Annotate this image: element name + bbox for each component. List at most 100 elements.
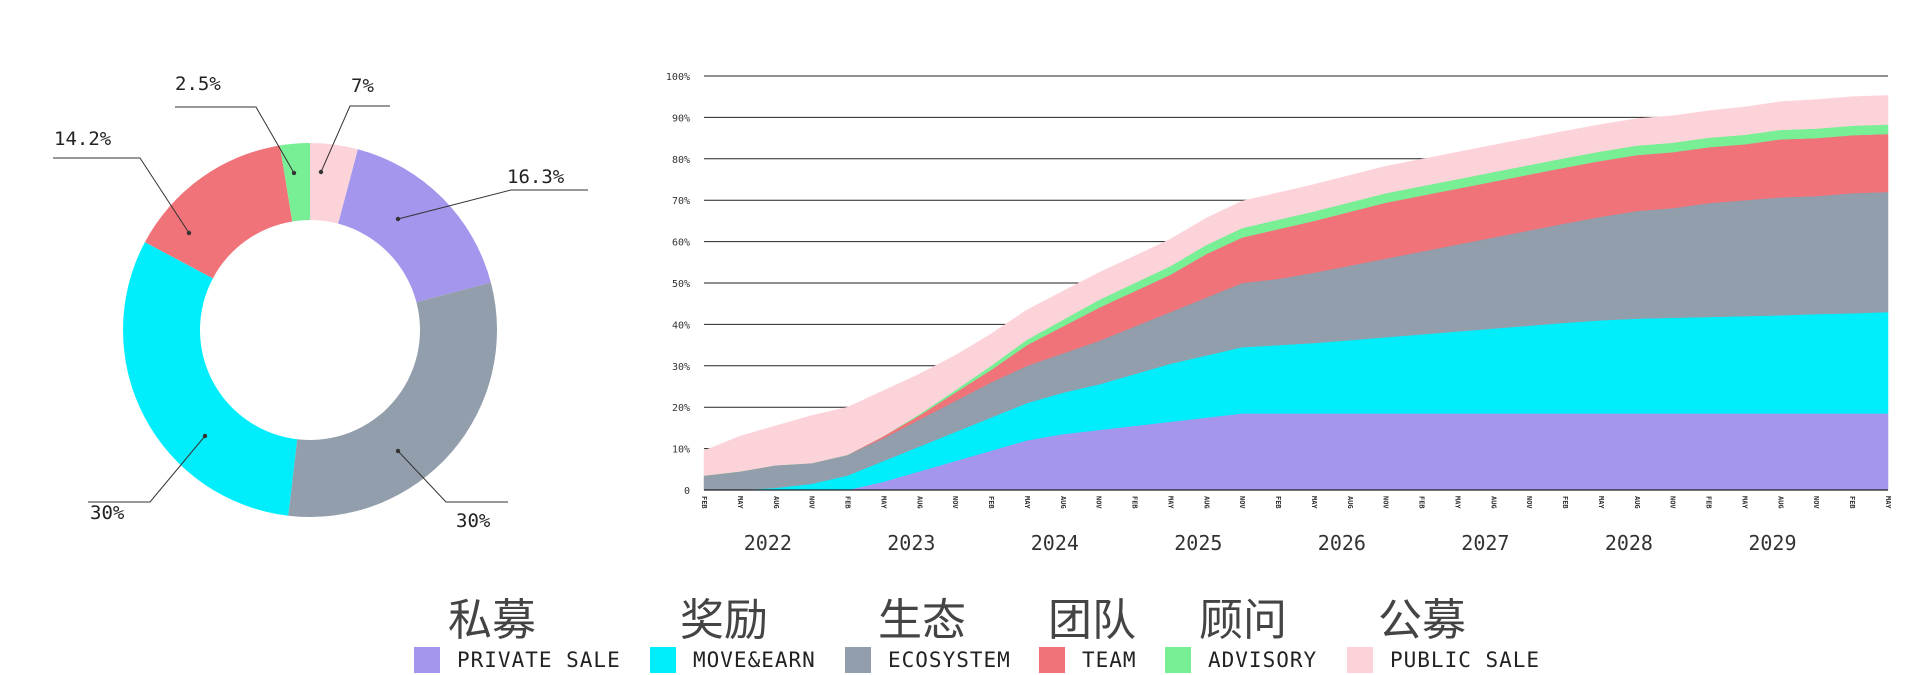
legend-label-advisory: ADVISORY (1208, 648, 1318, 672)
month-tick-label: NOV (1525, 496, 1533, 509)
month-tick-label: NOV (1669, 496, 1677, 509)
month-tick-label: AUG (1059, 496, 1067, 509)
legend-swatch-team (1039, 647, 1065, 673)
y-tick-label: 0 (684, 486, 690, 497)
year-label: 2027 (1461, 531, 1509, 555)
month-tick-label: MAY (1740, 496, 1748, 509)
donut-slice-advisory (279, 143, 310, 222)
callout-dot-private (395, 216, 401, 222)
legend-label-ecosystem: ECOSYSTEM (888, 648, 1011, 672)
month-tick-label: NOV (808, 496, 816, 509)
month-tick-label: NOV (1382, 496, 1390, 509)
y-tick-label: 70% (672, 196, 690, 207)
legend-label-team: TEAM (1082, 648, 1137, 672)
y-tick-label: 30% (672, 362, 690, 373)
callout-dot-move (202, 433, 208, 439)
y-tick-label: 100% (666, 72, 690, 83)
month-tick-label: FEB (844, 496, 852, 509)
callout-dot-team (186, 230, 192, 236)
area-series-public-sale (703, 95, 1889, 476)
year-label: 2029 (1748, 531, 1796, 555)
callout-line-private (397, 189, 588, 220)
month-tick-label: MAY (1310, 496, 1318, 509)
donut-slice-move (123, 242, 298, 516)
year-label: 2025 (1174, 531, 1222, 555)
legend-cn-ecosystem: 生态 (878, 595, 966, 646)
year-label: 2028 (1605, 531, 1653, 555)
legend-item-advisory: ADVISORY (1165, 647, 1317, 673)
legend-swatch-public (1347, 647, 1373, 673)
slice-label-private: 16.3% (507, 166, 565, 188)
callout-line-move (88, 435, 206, 503)
legend-label-private: PRIVATE SALE (457, 648, 621, 672)
legend-item-private: PRIVATE SALE (414, 647, 621, 673)
y-tick-label: 90% (672, 113, 690, 124)
legend-item-team: TEAM (1039, 647, 1137, 673)
callout-line-ecosystem (397, 450, 508, 503)
year-label: 2026 (1318, 531, 1366, 555)
callout-dot-advisory (291, 170, 297, 176)
month-tick-label: FEB (1561, 496, 1569, 509)
legend-cn-public: 公募 (1378, 595, 1466, 646)
month-tick-label: AUG (915, 496, 923, 509)
month-tick-label: MAY (736, 496, 744, 509)
legend-item-move: MOVE&EARN (650, 647, 816, 673)
callout-line-advisory (175, 106, 295, 174)
month-tick-label: FEB (1418, 496, 1426, 509)
year-label: 2024 (1031, 531, 1079, 555)
donut-slice-private (338, 149, 491, 303)
month-tick-label: FEB (1131, 496, 1139, 509)
legend-swatch-move (650, 647, 676, 673)
y-tick-label: 80% (672, 155, 690, 166)
slice-label-team: 14.2% (54, 128, 112, 150)
donut-slice-ecosystem (288, 282, 497, 517)
slice-label-ecosystem: 30% (456, 510, 491, 532)
stacked-area-chart: 0 10% 20% 30% 40% 50% 60% 70% 80% 90% 100% FEB MAY AU… (666, 72, 1892, 555)
month-tick-label: AUG (1776, 496, 1784, 509)
slice-label-advisory: 2.5% (175, 73, 221, 95)
month-tick-label: MAY (879, 496, 887, 509)
month-tick-label: AUG (1489, 496, 1497, 509)
month-tick-label: FEB (987, 496, 995, 509)
callout-line-public (320, 105, 390, 173)
month-tick-label: NOV (1238, 496, 1246, 509)
month-tick-label: FEB (700, 496, 708, 509)
legend-item-ecosystem: ECOSYSTEM (845, 647, 1011, 673)
month-tick-label: FEB (1705, 496, 1713, 509)
donut-slice-public (310, 143, 358, 224)
legend-swatch-advisory (1165, 647, 1191, 673)
legend-swatch-private (414, 647, 440, 673)
slice-label-public: 7% (351, 75, 374, 97)
y-tick-label: 50% (672, 279, 690, 290)
y-tick-label: 40% (672, 320, 690, 331)
month-tick-label: FEB (1274, 496, 1282, 509)
callout-line-team (53, 157, 190, 234)
year-label: 2023 (887, 531, 935, 555)
legend-cn-advisory: 顾问 (1199, 595, 1287, 646)
month-tick-label: NOV (951, 496, 959, 509)
year-label: 2022 (744, 531, 792, 555)
y-tick-label: 10% (672, 445, 690, 456)
month-tick-label: AUG (1346, 496, 1354, 509)
callout-dot-ecosystem (395, 448, 401, 454)
month-tick-label: AUG (772, 496, 780, 509)
y-tick-label: 20% (672, 403, 690, 414)
month-tick-label: MAY (1597, 496, 1605, 509)
slice-label-move: 30% (90, 502, 125, 524)
month-tick-label: MAY (1453, 496, 1461, 509)
legend-item-public: PUBLIC SALE (1347, 647, 1540, 673)
legend-swatch-ecosystem (845, 647, 871, 673)
legend-label-public: PUBLIC SALE (1390, 648, 1541, 672)
legend-cn-move: 奖励 (680, 595, 768, 646)
month-tick-label: AUG (1633, 496, 1641, 509)
donut-slice-team (144, 145, 293, 279)
month-tick-label: MAY (1023, 496, 1031, 509)
month-tick-label: NOV (1812, 496, 1820, 509)
y-tick-label: 60% (672, 238, 690, 249)
legend-cn-team: 团队 (1048, 595, 1136, 646)
month-tick-label: AUG (1202, 496, 1210, 509)
donut-chart: 7% 16.3% 30% 30% 14.2% 2.5% (53, 73, 588, 532)
month-tick-label: MAY (1166, 496, 1174, 509)
month-tick-label: NOV (1095, 496, 1103, 509)
legend-cn-private: 私募 (448, 595, 536, 646)
